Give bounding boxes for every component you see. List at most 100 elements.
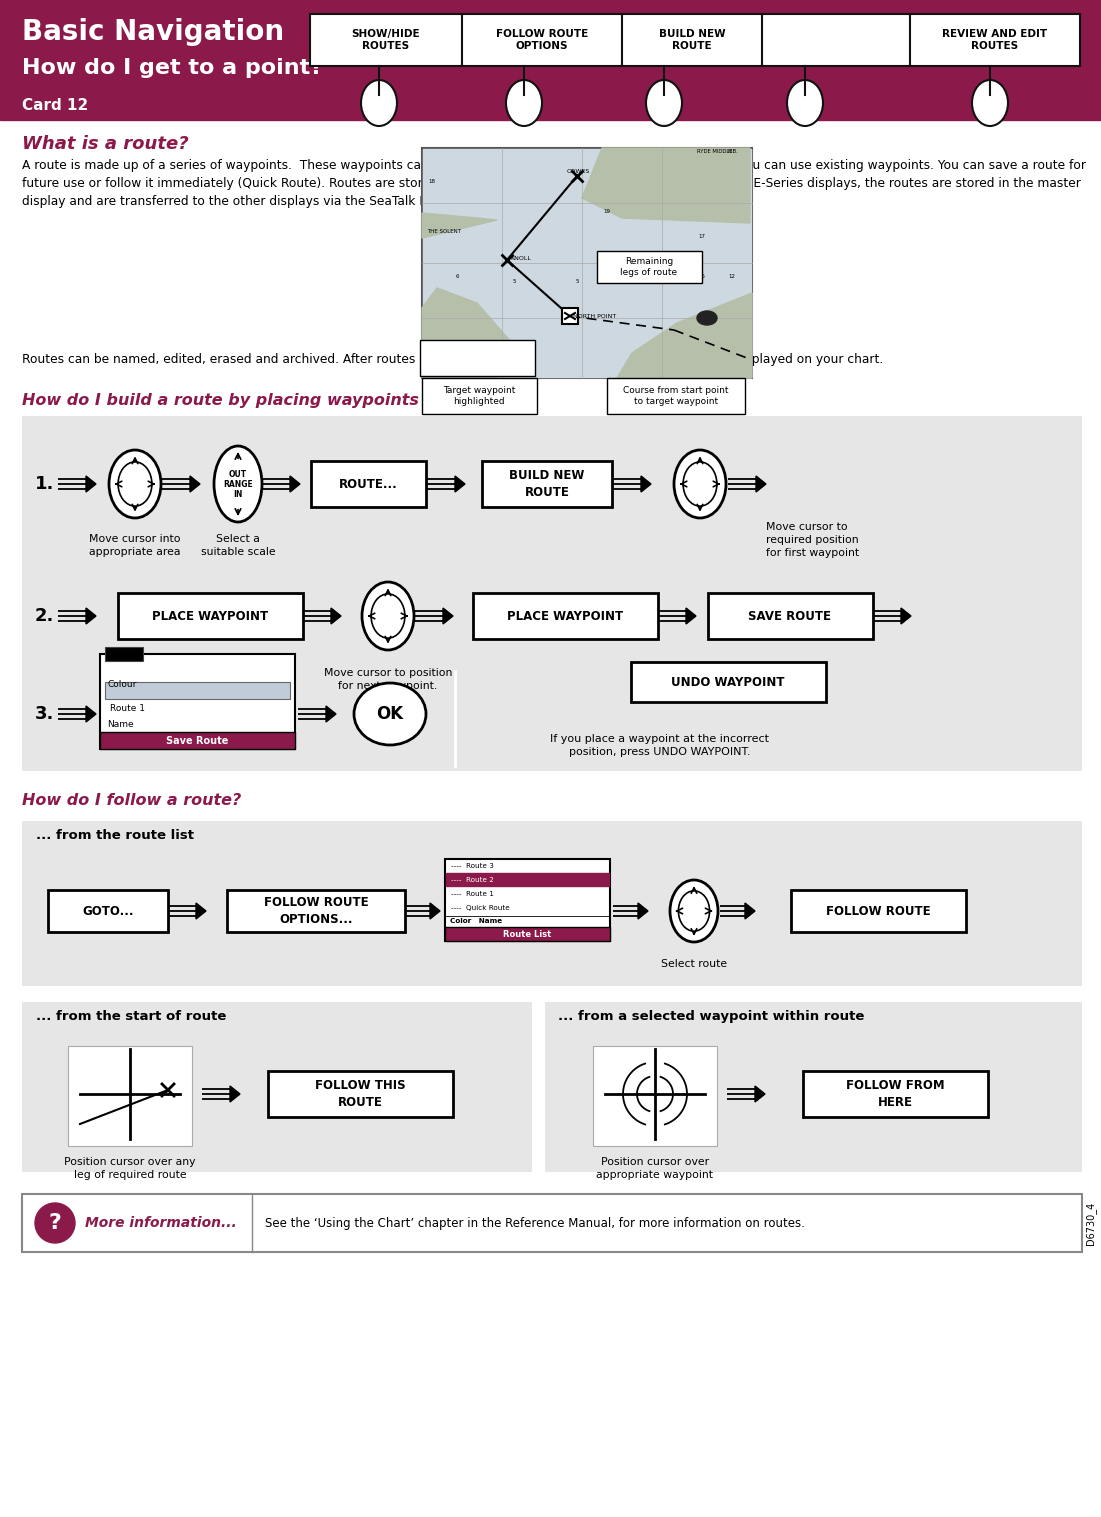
Text: More information...: More information...: [85, 1217, 237, 1230]
Text: Select a
suitable scale: Select a suitable scale: [200, 534, 275, 557]
Polygon shape: [326, 705, 336, 722]
Text: 17: 17: [698, 234, 706, 240]
Text: See the ‘Using the Chart’ chapter in the Reference Manual, for more information : See the ‘Using the Chart’ chapter in the…: [265, 1217, 805, 1229]
Text: SAVE ROUTE: SAVE ROUTE: [749, 610, 831, 622]
Bar: [105, 646, 143, 661]
Ellipse shape: [118, 461, 152, 507]
Text: RYDE MIDDLE: RYDE MIDDLE: [697, 149, 732, 155]
Polygon shape: [86, 476, 96, 492]
Bar: [100, 733, 295, 749]
Bar: [593, 1047, 717, 1145]
Bar: [607, 378, 745, 414]
Ellipse shape: [506, 80, 542, 126]
Bar: [482, 461, 612, 507]
Text: Move cursor into
appropriate area: Move cursor into appropriate area: [89, 534, 181, 557]
Text: Position cursor over
appropriate waypoint: Position cursor over appropriate waypoin…: [597, 1157, 713, 1180]
Bar: [419, 340, 535, 376]
Text: ?: ?: [48, 1214, 62, 1233]
Ellipse shape: [972, 80, 1009, 126]
Text: Course from start point
to target waypoint: Course from start point to target waypoi…: [623, 385, 729, 407]
Text: 6: 6: [455, 275, 459, 279]
Bar: [422, 149, 752, 378]
Text: RANGE: RANGE: [224, 479, 253, 488]
Text: 5: 5: [575, 279, 579, 284]
Polygon shape: [290, 476, 299, 492]
Text: FOLLOW ROUTE: FOLLOW ROUTE: [826, 904, 930, 918]
Ellipse shape: [683, 461, 717, 507]
Bar: [100, 654, 295, 749]
Bar: [105, 683, 290, 699]
Bar: [545, 1003, 1082, 1173]
Ellipse shape: [109, 451, 161, 517]
Bar: [310, 461, 425, 507]
Bar: [631, 661, 826, 702]
Polygon shape: [641, 476, 651, 492]
Text: A route is made up of a series of waypoints.  These waypoints can either be plac: A route is made up of a series of waypoi…: [22, 159, 1086, 208]
Ellipse shape: [362, 583, 414, 649]
Text: ATWOOD
FARMS: ATWOOD FARMS: [427, 363, 451, 375]
Text: If you place a waypoint at the incorrect
position, press UNDO WAYPOINT.: If you place a waypoint at the incorrect…: [550, 734, 770, 757]
Polygon shape: [86, 705, 96, 722]
Ellipse shape: [355, 683, 426, 745]
Text: 19: 19: [603, 209, 610, 214]
Text: OUT: OUT: [229, 469, 247, 478]
Text: PLACE WAYPOINT: PLACE WAYPOINT: [506, 610, 623, 622]
Bar: [310, 14, 1080, 67]
Polygon shape: [86, 608, 96, 623]
Text: KNOLL: KNOLL: [510, 256, 531, 261]
Text: Basic Navigation: Basic Navigation: [22, 18, 284, 46]
Ellipse shape: [671, 880, 718, 942]
Text: ... from the route list: ... from the route list: [36, 828, 194, 842]
Bar: [22, 1194, 1082, 1252]
Text: ----  Quick Route: ---- Quick Route: [451, 904, 510, 910]
Text: ----  Route 2: ---- Route 2: [451, 877, 494, 883]
Polygon shape: [582, 149, 750, 223]
Ellipse shape: [361, 80, 397, 126]
Polygon shape: [230, 1086, 240, 1101]
Bar: [803, 1071, 988, 1117]
Polygon shape: [430, 903, 440, 919]
Text: Remaining
legs of route: Remaining legs of route: [621, 256, 677, 278]
Bar: [422, 378, 537, 414]
Polygon shape: [455, 476, 465, 492]
Text: 3.: 3.: [35, 705, 54, 724]
Text: THE SOLENT: THE SOLENT: [427, 229, 461, 234]
Bar: [423, 149, 751, 378]
Text: Name: Name: [107, 719, 133, 728]
Text: NORTH POINT: NORTH POINT: [573, 314, 617, 319]
Text: 15: 15: [698, 275, 706, 279]
Text: Target waypoint
highlighted: Target waypoint highlighted: [443, 385, 515, 407]
Polygon shape: [756, 476, 766, 492]
Bar: [445, 927, 610, 941]
Bar: [68, 1047, 192, 1145]
Text: Route 1: Route 1: [110, 704, 145, 713]
Polygon shape: [196, 903, 206, 919]
Bar: [446, 872, 609, 886]
Bar: [48, 890, 168, 931]
Polygon shape: [443, 608, 453, 623]
Text: 18: 18: [428, 179, 436, 184]
Text: BUILD NEW
ROUTE: BUILD NEW ROUTE: [510, 469, 585, 499]
Text: REACH: REACH: [427, 366, 446, 372]
Ellipse shape: [678, 890, 710, 931]
Text: Card 12: Card 12: [22, 99, 88, 112]
Ellipse shape: [697, 311, 717, 325]
Text: N.B.: N.B.: [727, 149, 738, 155]
Text: Move cursor to position
for next waypoint.: Move cursor to position for next waypoin…: [324, 667, 453, 692]
Text: Move cursor to
required position
for first waypoint: Move cursor to required position for fir…: [766, 522, 859, 558]
Text: BUILD NEW
ROUTE: BUILD NEW ROUTE: [658, 29, 726, 52]
Ellipse shape: [674, 451, 726, 517]
Text: 5: 5: [512, 279, 515, 284]
Ellipse shape: [214, 446, 262, 522]
Text: 12: 12: [729, 275, 735, 279]
Text: OK: OK: [377, 705, 404, 724]
Text: How do I get to a point?: How do I get to a point?: [22, 58, 323, 77]
Polygon shape: [637, 903, 648, 919]
Polygon shape: [755, 1086, 765, 1101]
Text: COWES: COWES: [567, 168, 590, 174]
Text: Route List: Route List: [503, 930, 552, 939]
Polygon shape: [745, 903, 755, 919]
Bar: [227, 890, 405, 931]
Text: Select route: Select route: [661, 959, 727, 969]
Polygon shape: [901, 608, 911, 623]
